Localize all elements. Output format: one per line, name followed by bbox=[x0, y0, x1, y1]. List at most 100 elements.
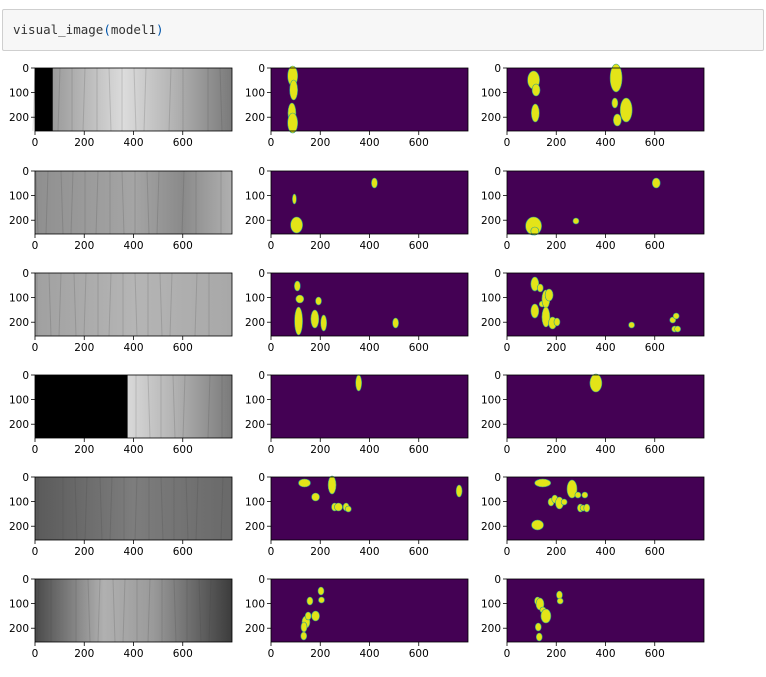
surface-streak bbox=[70, 170, 74, 235]
defect-blob bbox=[294, 280, 301, 292]
y-tick-label: 200 bbox=[9, 317, 29, 329]
code-cell-input[interactable]: visual_image(model1) bbox=[2, 9, 764, 51]
x-tick-label: 400 bbox=[123, 342, 143, 354]
surface-streak bbox=[208, 578, 212, 643]
x-tick-label: 400 bbox=[359, 240, 379, 252]
surface-streak bbox=[181, 170, 185, 235]
y-tick-label: 0 bbox=[494, 472, 501, 484]
surface-streak bbox=[168, 67, 172, 132]
panel-row6-image: 0 200 400 600 0 100 200 bbox=[9, 574, 233, 660]
y-tick-label: 0 bbox=[258, 472, 265, 484]
y-tick-label: 200 bbox=[245, 521, 265, 533]
black-edge-region bbox=[35, 68, 53, 131]
x-tick-label: 200 bbox=[546, 546, 566, 558]
mask-background bbox=[271, 68, 468, 131]
x-tick-label: 600 bbox=[645, 240, 665, 252]
x-tick-label: 0 bbox=[268, 240, 275, 252]
x-tick-label: 600 bbox=[409, 342, 429, 354]
panel-row1-image: 0 200 400 600 0 100 200 bbox=[9, 63, 233, 149]
x-tick-label: 0 bbox=[268, 648, 275, 660]
x-tick-label: 200 bbox=[310, 137, 330, 149]
defect-blob bbox=[317, 586, 325, 596]
surface-streak bbox=[48, 272, 52, 337]
x-tick-label: 400 bbox=[123, 137, 143, 149]
panel-row5-image: 0 200 400 600 0 100 200 bbox=[9, 472, 233, 558]
surface-streak bbox=[173, 578, 177, 643]
x-tick-label: 400 bbox=[359, 546, 379, 558]
x-tick-label: 200 bbox=[74, 546, 94, 558]
surface-streak bbox=[146, 170, 150, 235]
defect-blob bbox=[311, 492, 320, 502]
defect-blob bbox=[530, 303, 540, 319]
surface-streak bbox=[112, 578, 116, 643]
surface-streak bbox=[45, 170, 49, 235]
x-tick-label: 0 bbox=[268, 137, 275, 149]
y-tick-label: 200 bbox=[481, 623, 501, 635]
surface-streak bbox=[99, 476, 103, 541]
panel-row4-image: 0 200 400 600 0 100 200 bbox=[9, 370, 233, 456]
surface-streak bbox=[143, 67, 147, 132]
y-tick-label: 200 bbox=[481, 419, 501, 431]
defect-blob bbox=[589, 373, 603, 393]
x-tick-label: 200 bbox=[74, 342, 94, 354]
y-tick-label: 200 bbox=[9, 215, 29, 227]
mask-background bbox=[507, 477, 704, 540]
x-tick-label: 0 bbox=[504, 444, 511, 456]
panel-row6-prediction: 0 200 400 600 0 100 200 bbox=[481, 574, 705, 660]
y-tick-label: 100 bbox=[481, 191, 501, 203]
panel-row4-prediction: 0 200 400 600 0 100 200 bbox=[481, 370, 705, 456]
code-line[interactable]: visual_image(model1) bbox=[13, 22, 164, 37]
defect-blob bbox=[310, 309, 320, 329]
subplot-grid: 0 200 400 600 0 100 200 0 200 400 600 0 100 200 0 200 40… bbox=[9, 63, 705, 660]
surface-streak bbox=[121, 170, 125, 235]
x-tick-label: 200 bbox=[310, 648, 330, 660]
surface-streak bbox=[134, 272, 138, 337]
x-tick-label: 600 bbox=[173, 648, 193, 660]
x-tick-label: 200 bbox=[546, 240, 566, 252]
y-tick-label: 100 bbox=[245, 497, 265, 509]
y-tick-label: 200 bbox=[481, 521, 501, 533]
surface-streak bbox=[83, 272, 87, 337]
defect-blob bbox=[674, 325, 681, 333]
surface-streak bbox=[185, 476, 189, 541]
defect-blob bbox=[355, 374, 362, 392]
panel-row6-truth: 0 200 400 600 0 100 200 bbox=[245, 574, 469, 660]
panel-row3-prediction: 0 200 400 600 0 100 200 bbox=[481, 268, 705, 354]
y-tick-label: 200 bbox=[245, 419, 265, 431]
x-tick-label: 400 bbox=[359, 444, 379, 456]
panel-row3-truth: 0 200 400 600 0 100 200 bbox=[245, 268, 469, 354]
defect-blob bbox=[560, 498, 568, 506]
mask-background bbox=[271, 579, 468, 642]
defect-blob bbox=[613, 113, 622, 127]
surface-streak bbox=[195, 476, 199, 541]
x-tick-label: 200 bbox=[310, 546, 330, 558]
x-tick-label: 600 bbox=[409, 648, 429, 660]
y-tick-label: 200 bbox=[9, 112, 29, 124]
y-tick-label: 0 bbox=[258, 268, 265, 280]
x-tick-label: 0 bbox=[32, 546, 39, 558]
defect-blob bbox=[581, 491, 589, 499]
y-tick-label: 0 bbox=[494, 166, 501, 178]
x-tick-label: 0 bbox=[32, 342, 39, 354]
x-tick-label: 600 bbox=[645, 444, 665, 456]
y-tick-label: 100 bbox=[481, 497, 501, 509]
y-tick-label: 200 bbox=[9, 521, 29, 533]
defect-blob bbox=[289, 79, 298, 101]
x-tick-label: 200 bbox=[310, 444, 330, 456]
x-tick-label: 200 bbox=[310, 240, 330, 252]
x-tick-label: 600 bbox=[645, 137, 665, 149]
surface-streak bbox=[172, 374, 176, 439]
y-tick-label: 0 bbox=[258, 166, 265, 178]
surface-streak bbox=[220, 476, 224, 541]
surface-streak bbox=[87, 578, 91, 643]
code-open-paren: ( bbox=[103, 22, 111, 37]
mask-background bbox=[507, 375, 704, 438]
panel-row2-truth: 0 200 400 600 0 100 200 bbox=[245, 166, 469, 252]
surface-streak bbox=[108, 272, 112, 337]
panel-row2-image: 0 200 400 600 0 100 200 bbox=[9, 166, 233, 252]
defect-blob bbox=[327, 475, 337, 495]
x-tick-label: 0 bbox=[32, 240, 39, 252]
x-tick-label: 400 bbox=[123, 648, 143, 660]
x-tick-label: 0 bbox=[504, 546, 511, 558]
y-tick-label: 100 bbox=[9, 497, 29, 509]
